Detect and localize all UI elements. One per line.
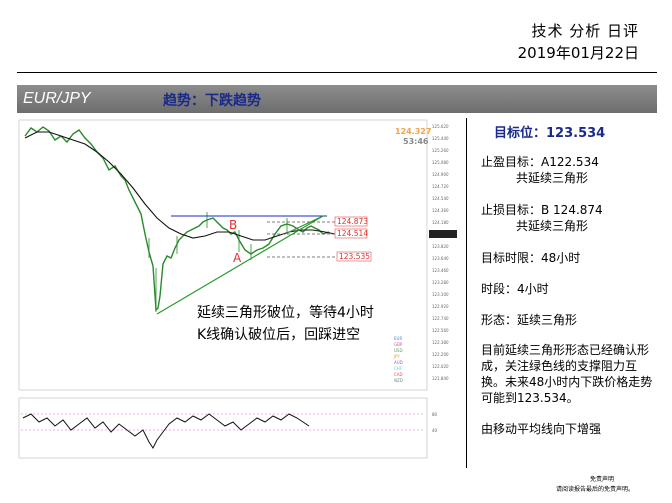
y-tick: 124.720 [432,184,449,189]
y-tick: 123.640 [432,256,449,261]
right-triangle-edge [284,215,324,235]
header-divider [17,72,657,73]
price-chart: 125.620 125.440 125.260 125.080 124.900 … [18,119,457,459]
take-profit-title: 止盈目标：A122.534 [481,155,599,169]
pattern: 形态：延续三角形 [481,313,578,327]
point-label-b: B [229,218,237,232]
oscillator-line [22,413,310,449]
y-tick: 123.460 [432,268,449,273]
commentary: 目前延续三角形形态已经确认形成，关注绿色线的支撑阻力互换。未来48小时内下跌价格… [481,343,653,405]
report-title: 技术 分析 日评 [531,22,639,40]
level-label-box-middle [334,228,368,239]
time-period: 时段：4小时 [481,282,549,296]
legend-item: EUR [394,336,402,341]
panel-divider [466,118,467,468]
y-tick: 124.360 [432,208,449,213]
level-label-box-upper [334,216,368,227]
legend-item: GBP [394,342,403,347]
level-label-upper: 124.873 [337,217,368,226]
legend-item: USD [394,348,403,353]
stop-loss-title: 止损目标：B 124.874 [481,203,603,217]
level-label-box-lower [336,251,372,262]
y-tick: 121.840 [432,376,449,381]
y-tick: 125.260 [432,148,449,153]
y-tick: 123.280 [432,280,449,285]
support-trendline [156,215,324,315]
current-price-marker [429,230,457,238]
y-tick: 122.920 [432,304,449,309]
y-tick: 122.020 [432,364,449,369]
legend-item: JPY [393,354,401,359]
y-tick: 125.620 [432,124,449,129]
report-date: 2019年01月22日 [517,44,639,62]
point-label-a: A [233,251,242,265]
disclaimer-note: 请阅读报告最后的免责声明。 [555,486,634,493]
legend-item: AUD [394,360,403,365]
title-banner: EUR/JPY 趋势：下跌趋势 [17,85,657,113]
currency-pair: EUR/JPY [23,90,91,107]
disclaimer-title: 免责声明 [589,476,614,483]
trend-label: 趋势：下跌趋势 [163,93,261,109]
y-tick: 123.820 [432,244,449,249]
chart-note-line2: K线确认破位后，回踩进空 [197,327,360,343]
time-badge: 53:46 [403,137,429,146]
y-tick: 125.080 [432,160,449,165]
moving-average-line [24,131,336,241]
stop-loss-sub: 共延续三角形 [516,219,589,233]
oscillator-frame [18,397,428,459]
y-tick: 125.440 [432,136,449,141]
legend-item: CHF [394,366,403,371]
level-label-middle: 124.514 [337,229,368,238]
y-tick: 124.540 [432,196,449,201]
currency-legend: EUR GBP USD JPY AUD CHF CAD NZD [393,336,403,383]
time-limit: 目标时限：48小时 [481,251,581,265]
price-axis: 125.620 125.440 125.260 125.080 124.900 … [432,124,449,381]
y-tick: 122.200 [432,352,449,357]
price-line [24,126,330,312]
ma-note: 由移动平均线向下增强 [481,422,602,436]
target-price: 目标位：123.534 [494,126,606,141]
osc-tick: 80 [432,412,438,417]
y-tick: 122.740 [432,316,449,321]
y-tick: 123.100 [432,292,449,297]
candle-wicks [148,212,288,312]
y-tick: 122.380 [432,340,449,345]
level-label-lower: 123.535 [339,252,370,261]
price-badge: 124.327 [395,127,431,136]
chart-note-line1: 延续三角形破位，等待4小时 [197,304,374,321]
y-tick: 124.180 [432,220,449,225]
take-profit-sub: 共延续三角形 [516,171,589,185]
osc-tick: 40 [432,428,438,433]
y-tick: 122.560 [432,328,449,333]
legend-item: NZD [394,378,403,383]
y-tick: 124.900 [432,172,449,177]
legend-item: CAD [394,372,403,377]
